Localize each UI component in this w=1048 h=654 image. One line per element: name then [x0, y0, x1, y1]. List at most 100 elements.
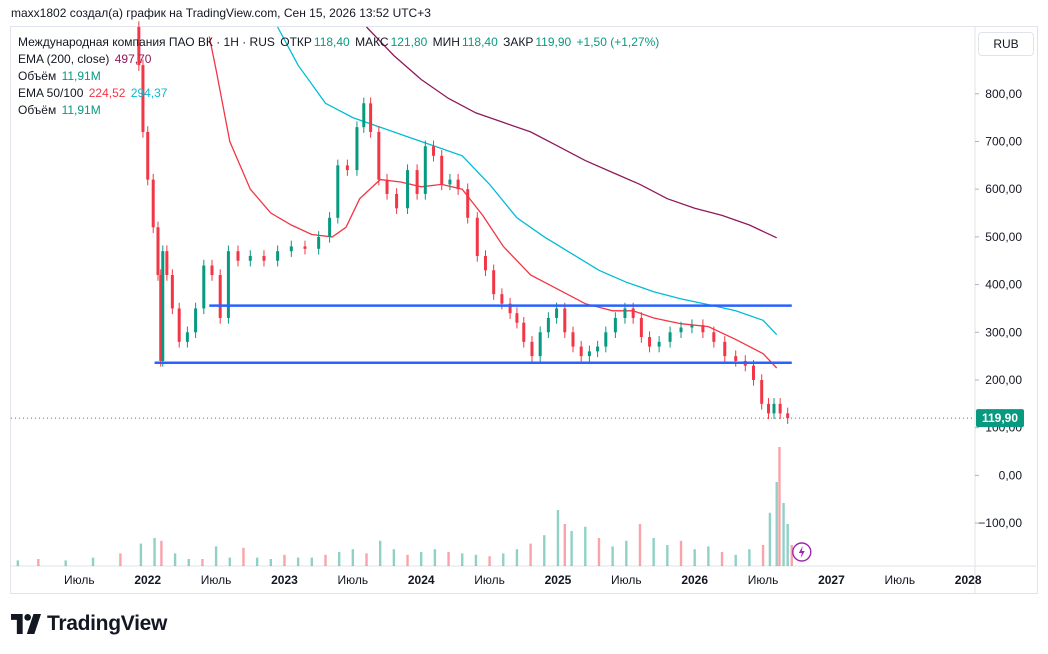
candle-body [218, 275, 222, 318]
volume-bar [269, 559, 273, 566]
candle-body [146, 131, 150, 180]
candle-body [475, 217, 479, 256]
volume-bar [324, 554, 327, 566]
legend-ema50-100-row[interactable]: EMA 50/100 224,52 294,37 [18, 85, 661, 102]
y-tick-label: 700,00 [985, 134, 1022, 148]
candle-body [587, 351, 591, 357]
x-tick-label: 2024 [408, 573, 435, 587]
volume-bar [748, 549, 751, 566]
candle-body [336, 165, 340, 218]
y-tick-label: −100,00 [978, 516, 1022, 530]
candle-body [248, 255, 252, 261]
candle-body [657, 341, 661, 347]
candle-body [276, 251, 280, 261]
volume-bar [228, 557, 231, 566]
volume-bar [139, 543, 143, 566]
candle-body [500, 294, 504, 304]
volume-bar [214, 546, 218, 566]
volume-bar [91, 557, 95, 566]
volume-bar [173, 553, 177, 566]
x-tick-label: 2027 [818, 573, 845, 587]
attribution-text: maxx1802 создал(а) график на TradingView… [11, 6, 431, 20]
volume-bar [790, 545, 793, 566]
candle-body [563, 308, 567, 333]
candle-body [778, 403, 782, 414]
ema100-value: 294,37 [130, 86, 168, 100]
legend-volume2-row[interactable]: Объём 11,91M [18, 102, 661, 119]
currency-button[interactable]: RUB [978, 32, 1034, 56]
volume2-value: 11,91M [61, 103, 101, 117]
brand-name: TradingView [47, 612, 168, 635]
candle-body [156, 227, 160, 276]
volume-bar [778, 447, 781, 566]
ema100-line [277, 26, 778, 336]
volume-bar [707, 546, 710, 566]
symbol-name[interactable]: Международная компания ПАО ВК · 1H · RUS [18, 35, 275, 49]
volume-bar [570, 531, 573, 566]
legend-ema200-row[interactable]: EMA (200, close) 497,70 [18, 51, 661, 68]
volume2-label: Объём [18, 103, 57, 117]
candle-body [546, 317, 550, 333]
legend-symbol-row: Международная компания ПАО ВК · 1H · RUS… [18, 34, 661, 51]
change-value: +1,50 (+1,27%) [576, 35, 660, 49]
close-value: 119,90 [535, 35, 572, 49]
x-tick-label: Июль [64, 573, 95, 587]
volume-bar [153, 538, 156, 566]
volume-bar [37, 559, 40, 566]
volume-bar [433, 549, 437, 566]
volume-bar [119, 553, 122, 566]
candle-body [328, 217, 332, 237]
y-tick-label: 400,00 [985, 278, 1022, 292]
y-tick-label: 600,00 [985, 182, 1022, 196]
candle-body [236, 251, 240, 261]
candle-body [734, 356, 738, 361]
candle-body [613, 317, 617, 333]
candle-body [760, 379, 764, 404]
price-chart[interactable]: 800,00 700,00 600,00 500,00 400,00 300,00 200,… [0, 0, 1048, 600]
lightning-icon-glyph [798, 546, 805, 558]
candle-body [137, 27, 141, 66]
low-label: МИН [432, 35, 460, 49]
candle-body [579, 346, 583, 357]
candle-body [385, 179, 389, 194]
candle-body [648, 337, 652, 347]
candle-body [466, 189, 470, 218]
candle-body [483, 255, 487, 271]
x-tick-label: 2022 [134, 573, 161, 587]
candle-body [226, 251, 230, 318]
ema200-line [366, 26, 777, 239]
candle-body [571, 332, 575, 347]
candle-body [679, 327, 683, 333]
volume-bar [652, 538, 655, 566]
volume-bar [406, 554, 409, 566]
candle-body [202, 265, 206, 309]
candle-body [289, 246, 293, 252]
candle-body [508, 303, 512, 314]
candle-body [596, 346, 600, 352]
volume-bar [255, 557, 259, 566]
volume-bar [775, 482, 778, 566]
candle-body [751, 365, 755, 380]
y-tick-label: 800,00 [985, 87, 1022, 101]
candle-body [668, 332, 672, 342]
volume-bar [64, 560, 67, 566]
volume-label: Объём [18, 69, 57, 83]
y-tick-label: 500,00 [985, 230, 1022, 244]
volume-bar [563, 524, 566, 566]
volume-bar [283, 554, 286, 566]
candle-body [538, 332, 542, 357]
volume-bar [584, 526, 587, 566]
candle-body [377, 131, 381, 180]
candle-body [159, 275, 163, 361]
candle-body [712, 332, 716, 342]
x-tick-label: Июль [201, 573, 232, 587]
volume-bar [296, 557, 300, 566]
volume-bar [543, 535, 546, 566]
x-tick-label: Июль [474, 573, 505, 587]
candle-body [395, 193, 399, 209]
candle-body [177, 308, 181, 342]
legend-volume-row[interactable]: Объём 11,91M [18, 68, 661, 85]
high-label: МАКС [355, 35, 389, 49]
tradingview-brand[interactable]: TradingView [11, 612, 167, 636]
candle-body [141, 65, 145, 132]
